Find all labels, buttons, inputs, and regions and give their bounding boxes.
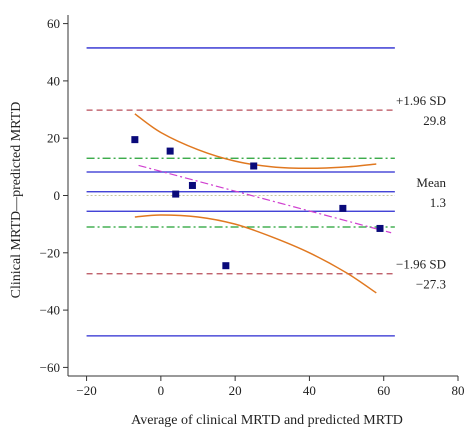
data-point xyxy=(166,147,174,155)
y-tick-label: 40 xyxy=(47,73,60,88)
y-tick-label: −20 xyxy=(40,245,60,260)
x-tick-label: −20 xyxy=(76,383,96,398)
upper-limit-value: 29.8 xyxy=(423,113,446,128)
data-point xyxy=(172,190,180,198)
x-tick-label: 0 xyxy=(158,383,165,398)
upper-confidence-curve xyxy=(134,113,377,170)
x-tick-label: 40 xyxy=(303,383,316,398)
y-tick-label: −40 xyxy=(40,303,60,318)
data-point xyxy=(131,136,139,144)
data-point xyxy=(222,262,230,270)
data-point xyxy=(339,204,347,212)
y-axis-title: Clinical MRTD—predicted MRTD xyxy=(9,102,24,299)
upper-limit-label: +1.96 SD xyxy=(396,93,446,108)
y-tick-label: 20 xyxy=(47,131,60,146)
lower-confidence-curve xyxy=(134,214,377,294)
regression-line xyxy=(138,164,392,234)
x-tick-label: 80 xyxy=(452,383,465,398)
lower-limit-label: −1.96 SD xyxy=(396,257,446,272)
data-point xyxy=(188,181,196,189)
data-point xyxy=(376,224,384,232)
mean-value: 1.3 xyxy=(430,195,446,210)
x-tick-label: 60 xyxy=(377,383,390,398)
lower-limit-value: −27.3 xyxy=(416,277,446,292)
x-axis-title: Average of clinical MRTD and predicted M… xyxy=(131,413,403,428)
x-tick-label: 20 xyxy=(229,383,242,398)
y-tick-label: 60 xyxy=(47,16,60,31)
mean-label: Mean xyxy=(416,175,446,190)
data-point xyxy=(250,162,258,170)
y-tick-label: 0 xyxy=(54,188,61,203)
y-tick-label: −60 xyxy=(40,360,60,375)
